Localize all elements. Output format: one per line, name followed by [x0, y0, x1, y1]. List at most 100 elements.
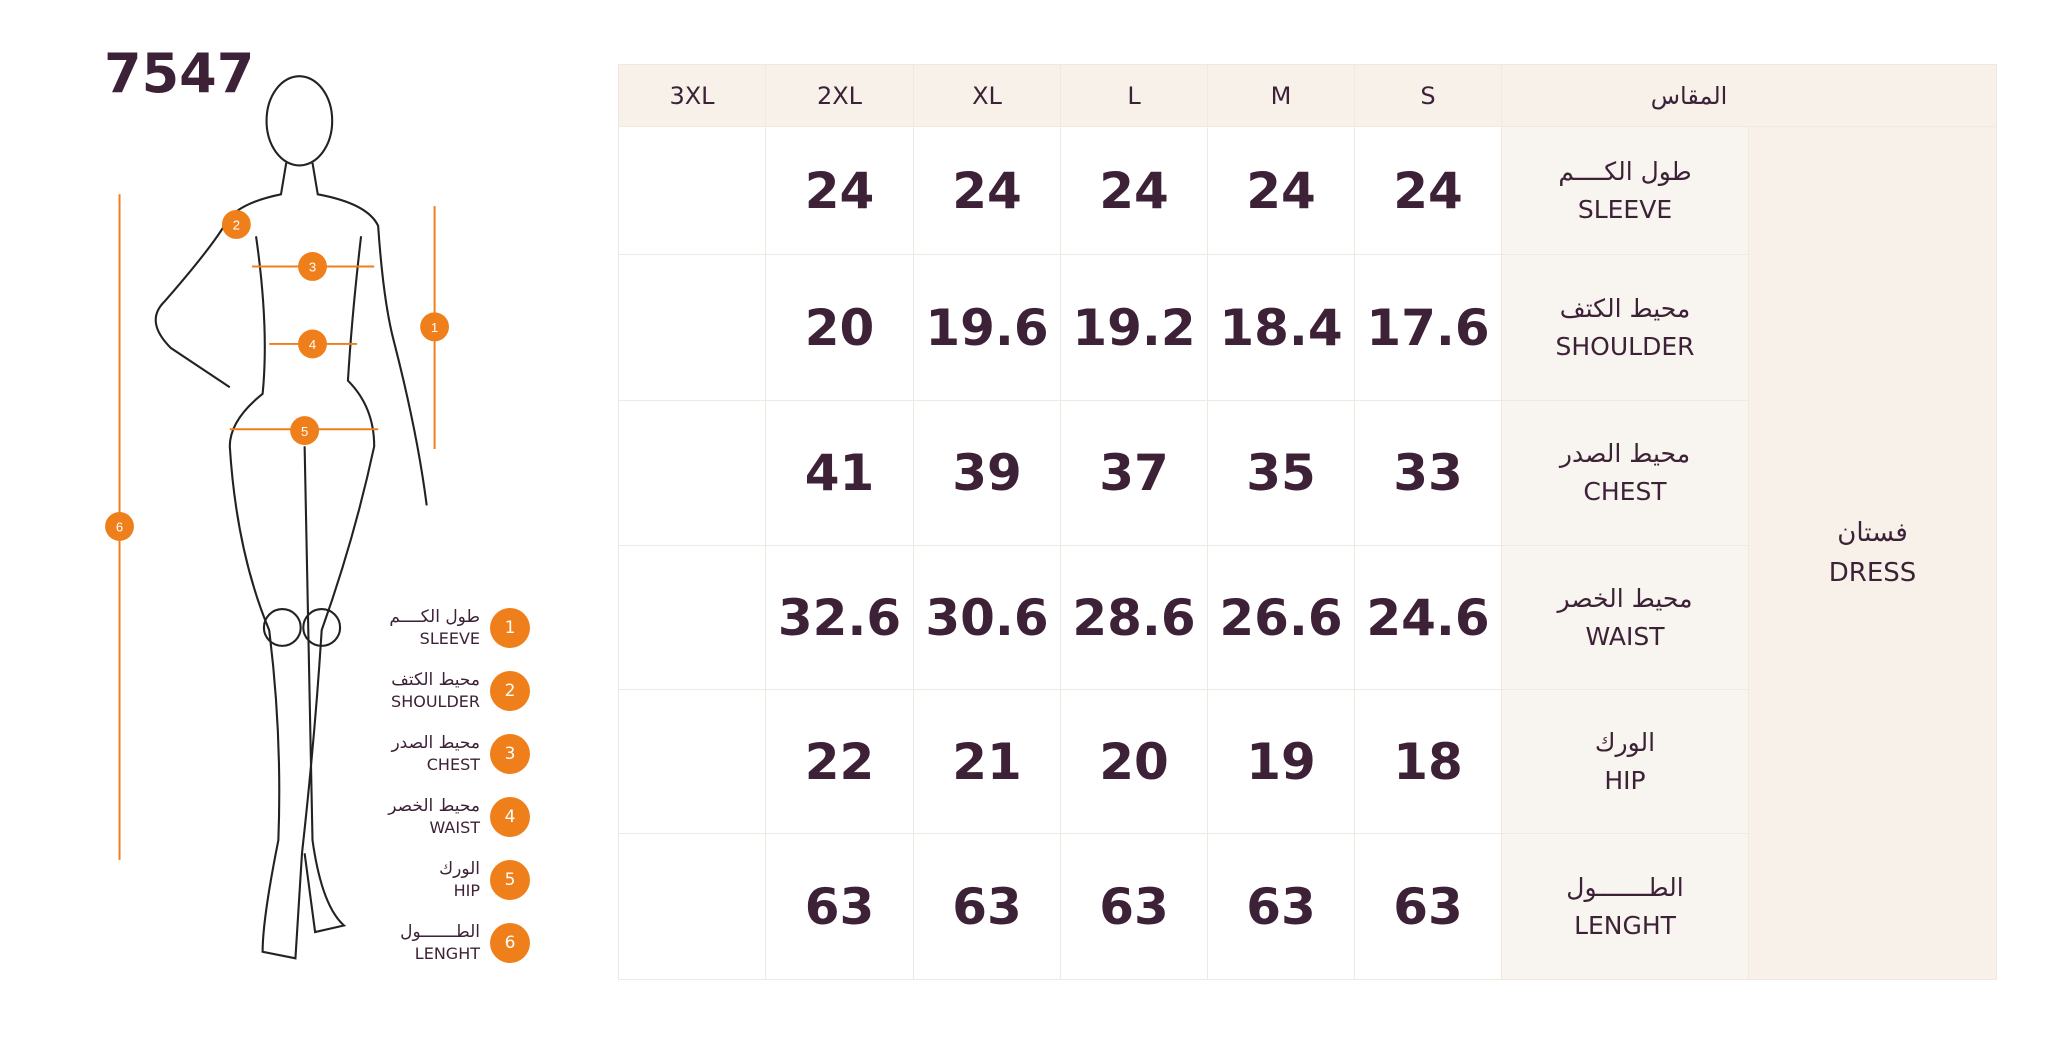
table-row: 22 21 20 19 18 الورك HIP: [618, 689, 1997, 834]
legend-ar: محيط الكتف: [391, 670, 480, 690]
row-label-ar: محيط الكتف: [1559, 293, 1691, 323]
legend-ar: الورك: [439, 859, 480, 879]
table-row: 41 39 37 35 33 محيط الصدر CHEST: [618, 400, 1997, 546]
row-label-en: SLEEVE: [1577, 194, 1673, 224]
legend-item-length: الطـــــــول LENGHT 6: [330, 915, 530, 971]
legend-item-sleeve: طول الكــــم SLEEVE 1: [330, 600, 530, 656]
category-en: DRESS: [1828, 558, 1917, 588]
measurement-value: 17.6: [1354, 254, 1502, 401]
size-header-m: M: [1207, 64, 1355, 127]
number-badge-icon: 1: [490, 608, 530, 648]
measurement-value: 63: [1207, 833, 1355, 980]
legend-en: LENGHT: [414, 944, 480, 963]
legend-item-waist: محيط الخصر WAIST 4: [330, 789, 530, 845]
size-header-s: S: [1354, 64, 1502, 127]
table-row: 20 19.6 19.2 18.4 17.6 محيط الكتف SHOULDER: [618, 254, 1997, 401]
measurement-value: 63: [1354, 833, 1502, 980]
row-label: الطـــــــول LENGHT: [1501, 833, 1749, 980]
number-badge-icon: 4: [490, 797, 530, 837]
measurement-value: 20: [765, 254, 914, 401]
row-label-en: WAIST: [1585, 621, 1665, 651]
legend-ar: محيط الخصر: [388, 796, 480, 816]
legend-item-shoulder: محيط الكتف SHOULDER 2: [330, 663, 530, 719]
marker-5: 5: [301, 424, 308, 439]
legend-en: HIP: [453, 881, 480, 900]
measurement-value: 24.6: [1354, 545, 1502, 690]
size-header-label: المقاس: [1500, 64, 1998, 127]
row-label-ar: الطـــــــول: [1566, 872, 1684, 902]
number-badge-icon: 2: [490, 671, 530, 711]
size-header-2xl: 2XL: [765, 64, 914, 127]
measurement-value: 24: [1207, 126, 1355, 255]
measurement-value: 26.6: [1207, 545, 1355, 690]
marker-6: 6: [116, 520, 123, 535]
row-label-ar: طول الكــــم: [1558, 156, 1692, 186]
measurement-value: 39: [913, 400, 1061, 546]
legend-ar: طول الكــــم: [389, 607, 480, 627]
measurement-value: [618, 254, 766, 401]
legend-ar: محيط الصدر: [391, 733, 480, 753]
category-cell: فستان DRESS: [1747, 126, 1998, 980]
measurement-value: 18.4: [1207, 254, 1355, 401]
measurement-value: 41: [765, 400, 914, 546]
measurement-value: 28.6: [1060, 545, 1208, 690]
legend-item-hip: الورك HIP 5: [330, 852, 530, 908]
measurement-value: [618, 833, 766, 980]
table-row: 63 63 63 63 63 الطـــــــول LENGHT: [618, 833, 1997, 980]
measurement-value: 20: [1060, 689, 1208, 834]
marker-2: 2: [233, 218, 240, 233]
size-chart-table: 3XL 2XL XL L M S المقاس 24 24 24 24 24 طول الكــــم…: [618, 64, 1998, 980]
measurement-value: 19.2: [1060, 254, 1208, 401]
measurement-value: 33: [1354, 400, 1502, 546]
measurement-value: 63: [913, 833, 1061, 980]
measurement-value: [618, 126, 766, 255]
number-badge-icon: 5: [490, 860, 530, 900]
legend-en: CHEST: [426, 755, 480, 774]
measurement-value: 21: [913, 689, 1061, 834]
measurement-value: 63: [1060, 833, 1208, 980]
measurement-value: [618, 689, 766, 834]
row-label-en: HIP: [1604, 765, 1646, 795]
measurement-value: 24: [1354, 126, 1502, 255]
measurement-value: 18: [1354, 689, 1502, 834]
row-label: طول الكــــم SLEEVE: [1501, 126, 1749, 255]
measurement-value: [618, 545, 766, 690]
measurement-value: 19.6: [913, 254, 1061, 401]
row-label: محيط الصدر CHEST: [1501, 400, 1749, 546]
measurement-value: 63: [765, 833, 914, 980]
row-label: الورك HIP: [1501, 689, 1749, 834]
legend-en: SLEEVE: [419, 629, 480, 648]
size-header-3xl: 3XL: [618, 64, 766, 127]
row-label-en: LENGHT: [1574, 910, 1676, 940]
measurement-value: 32.6: [765, 545, 914, 690]
marker-4: 4: [309, 337, 316, 352]
size-header-xl: XL: [913, 64, 1061, 127]
measurement-value: 30.6: [913, 545, 1061, 690]
legend-en: WAIST: [429, 818, 480, 837]
number-badge-icon: 3: [490, 734, 530, 774]
size-header-l: L: [1060, 64, 1208, 127]
measurement-value: 35: [1207, 400, 1355, 546]
measurement-value: 37: [1060, 400, 1208, 546]
row-label-en: CHEST: [1583, 477, 1667, 506]
marker-3: 3: [309, 260, 316, 275]
measurement-value: 24: [1060, 126, 1208, 255]
row-label-en: SHOULDER: [1555, 331, 1695, 361]
table-row: 24 24 24 24 24 طول الكــــم SLEEVE فستان DRESS: [618, 126, 1998, 980]
product-code: 7547: [104, 42, 255, 105]
legend-item-chest: محيط الصدر CHEST 3: [330, 726, 530, 782]
measurement-value: 24: [765, 126, 914, 255]
measurement-value: 19: [1207, 689, 1355, 834]
size-header-row: 3XL 2XL XL L M S المقاس: [618, 64, 1998, 127]
row-label-ar: الورك: [1594, 727, 1656, 757]
measurement-value: 22: [765, 689, 914, 834]
marker-1: 1: [431, 320, 438, 335]
measurement-value: [618, 400, 766, 546]
table-row: 32.6 30.6 28.6 26.6 24.6 محيط الخصر WAIST: [618, 545, 1997, 690]
measurement-value: 24: [913, 126, 1061, 255]
row-label: محيط الخصر WAIST: [1501, 545, 1749, 690]
legend-ar: الطـــــــول: [400, 922, 480, 942]
legend-en: SHOULDER: [391, 692, 480, 711]
row-label-ar: محيط الصدر: [1559, 439, 1691, 468]
